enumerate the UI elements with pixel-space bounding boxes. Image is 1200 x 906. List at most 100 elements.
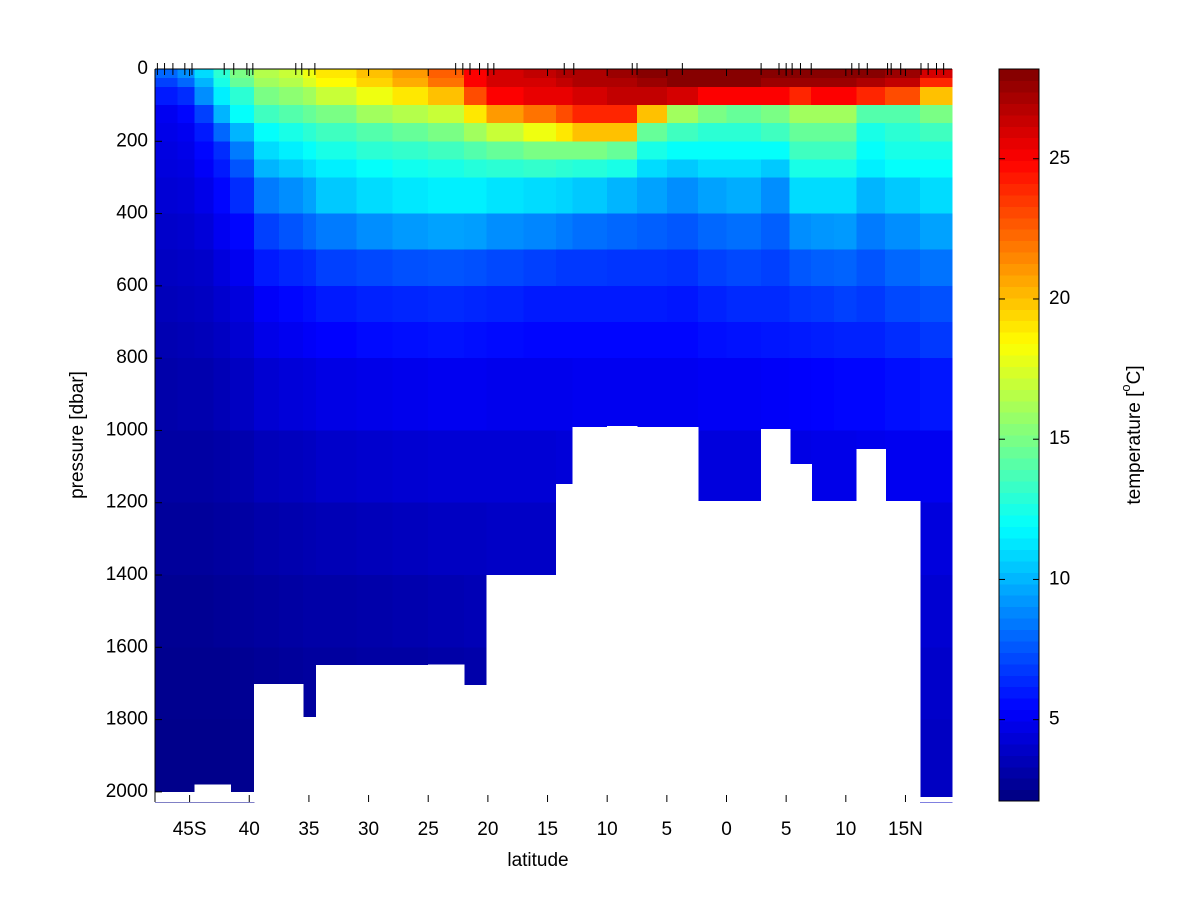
cell bbox=[919, 502, 953, 576]
cell bbox=[811, 213, 835, 251]
cell bbox=[279, 141, 304, 160]
colorbar-tick-label: 25 bbox=[1049, 148, 1070, 169]
cell bbox=[254, 159, 280, 179]
seafloor bbox=[155, 426, 953, 802]
colorbar-step bbox=[999, 252, 1039, 265]
cell bbox=[637, 177, 668, 215]
cell bbox=[230, 647, 255, 721]
cell bbox=[177, 69, 195, 79]
cell bbox=[194, 358, 215, 432]
cell bbox=[194, 285, 215, 323]
colorbar-step bbox=[999, 675, 1039, 688]
cell bbox=[392, 141, 429, 160]
cell bbox=[885, 430, 921, 504]
seafloor-column bbox=[789, 464, 812, 802]
cell bbox=[194, 69, 215, 79]
cell bbox=[155, 575, 179, 648]
cell bbox=[155, 249, 179, 287]
cell bbox=[428, 249, 465, 287]
cell bbox=[572, 358, 608, 432]
cell bbox=[177, 105, 195, 124]
cell bbox=[833, 249, 858, 287]
cell bbox=[254, 285, 280, 323]
y-tick-label: 400 bbox=[116, 203, 148, 224]
cell bbox=[856, 285, 886, 323]
cell bbox=[177, 141, 195, 160]
cell bbox=[856, 322, 886, 359]
cell bbox=[177, 575, 195, 648]
cell bbox=[230, 322, 255, 359]
cell bbox=[254, 249, 280, 287]
cell bbox=[666, 123, 699, 142]
cell bbox=[279, 213, 304, 251]
cell bbox=[464, 105, 488, 124]
cell bbox=[572, 78, 608, 88]
cell bbox=[666, 213, 699, 251]
cell bbox=[302, 177, 317, 215]
cell bbox=[392, 358, 429, 432]
cell bbox=[697, 177, 728, 215]
cell bbox=[555, 285, 574, 323]
cell bbox=[279, 159, 304, 179]
colorbar-step bbox=[999, 91, 1039, 104]
cell bbox=[486, 285, 525, 323]
colorbar-step bbox=[999, 263, 1039, 276]
cell bbox=[428, 575, 465, 648]
cell bbox=[555, 213, 574, 251]
seafloor-column bbox=[833, 500, 858, 802]
x-tick-label: 15N bbox=[888, 819, 923, 840]
cell bbox=[464, 78, 488, 88]
cell bbox=[302, 159, 317, 179]
y-tick-label: 1200 bbox=[106, 492, 148, 513]
cell bbox=[919, 322, 953, 359]
cell bbox=[856, 159, 886, 179]
cell bbox=[316, 322, 358, 359]
colorbar-step bbox=[999, 686, 1039, 699]
colorbar-step bbox=[999, 629, 1039, 642]
x-tick-label: 45S bbox=[173, 819, 207, 840]
cell bbox=[919, 285, 953, 323]
cell bbox=[789, 123, 812, 142]
colorbar-step bbox=[999, 663, 1039, 676]
cell bbox=[254, 430, 280, 504]
cell bbox=[392, 213, 429, 251]
cell bbox=[637, 141, 668, 160]
cell bbox=[464, 123, 488, 142]
cell bbox=[302, 575, 317, 648]
cell bbox=[392, 502, 429, 576]
cell bbox=[194, 87, 215, 106]
cell bbox=[392, 105, 429, 124]
cell bbox=[572, 105, 608, 124]
cell bbox=[607, 249, 638, 287]
cell bbox=[856, 141, 886, 160]
cell bbox=[486, 123, 525, 142]
colorbar-step bbox=[999, 423, 1039, 436]
colorbar-step bbox=[999, 103, 1039, 116]
colorbar-step bbox=[999, 778, 1039, 791]
cell bbox=[194, 322, 215, 359]
cell bbox=[155, 322, 179, 359]
cell bbox=[811, 123, 835, 142]
colorbar-step bbox=[999, 743, 1039, 756]
y-tick-label: 0 bbox=[137, 58, 148, 79]
cell bbox=[919, 159, 953, 179]
colorbar-step bbox=[999, 377, 1039, 390]
seafloor-column bbox=[607, 426, 638, 802]
cell bbox=[279, 123, 304, 142]
cell bbox=[194, 719, 215, 803]
cell bbox=[789, 358, 812, 432]
cell bbox=[697, 87, 728, 106]
cell bbox=[230, 159, 255, 179]
cell bbox=[254, 575, 280, 648]
seafloor-column bbox=[856, 448, 886, 802]
cell bbox=[428, 78, 465, 88]
cell bbox=[856, 78, 886, 88]
cell bbox=[279, 430, 304, 504]
cell bbox=[697, 78, 728, 88]
cell bbox=[464, 430, 488, 504]
colorbar-step bbox=[999, 492, 1039, 505]
colorbar-step bbox=[999, 183, 1039, 196]
cell bbox=[697, 123, 728, 142]
cell bbox=[254, 123, 280, 142]
cell bbox=[523, 430, 557, 504]
